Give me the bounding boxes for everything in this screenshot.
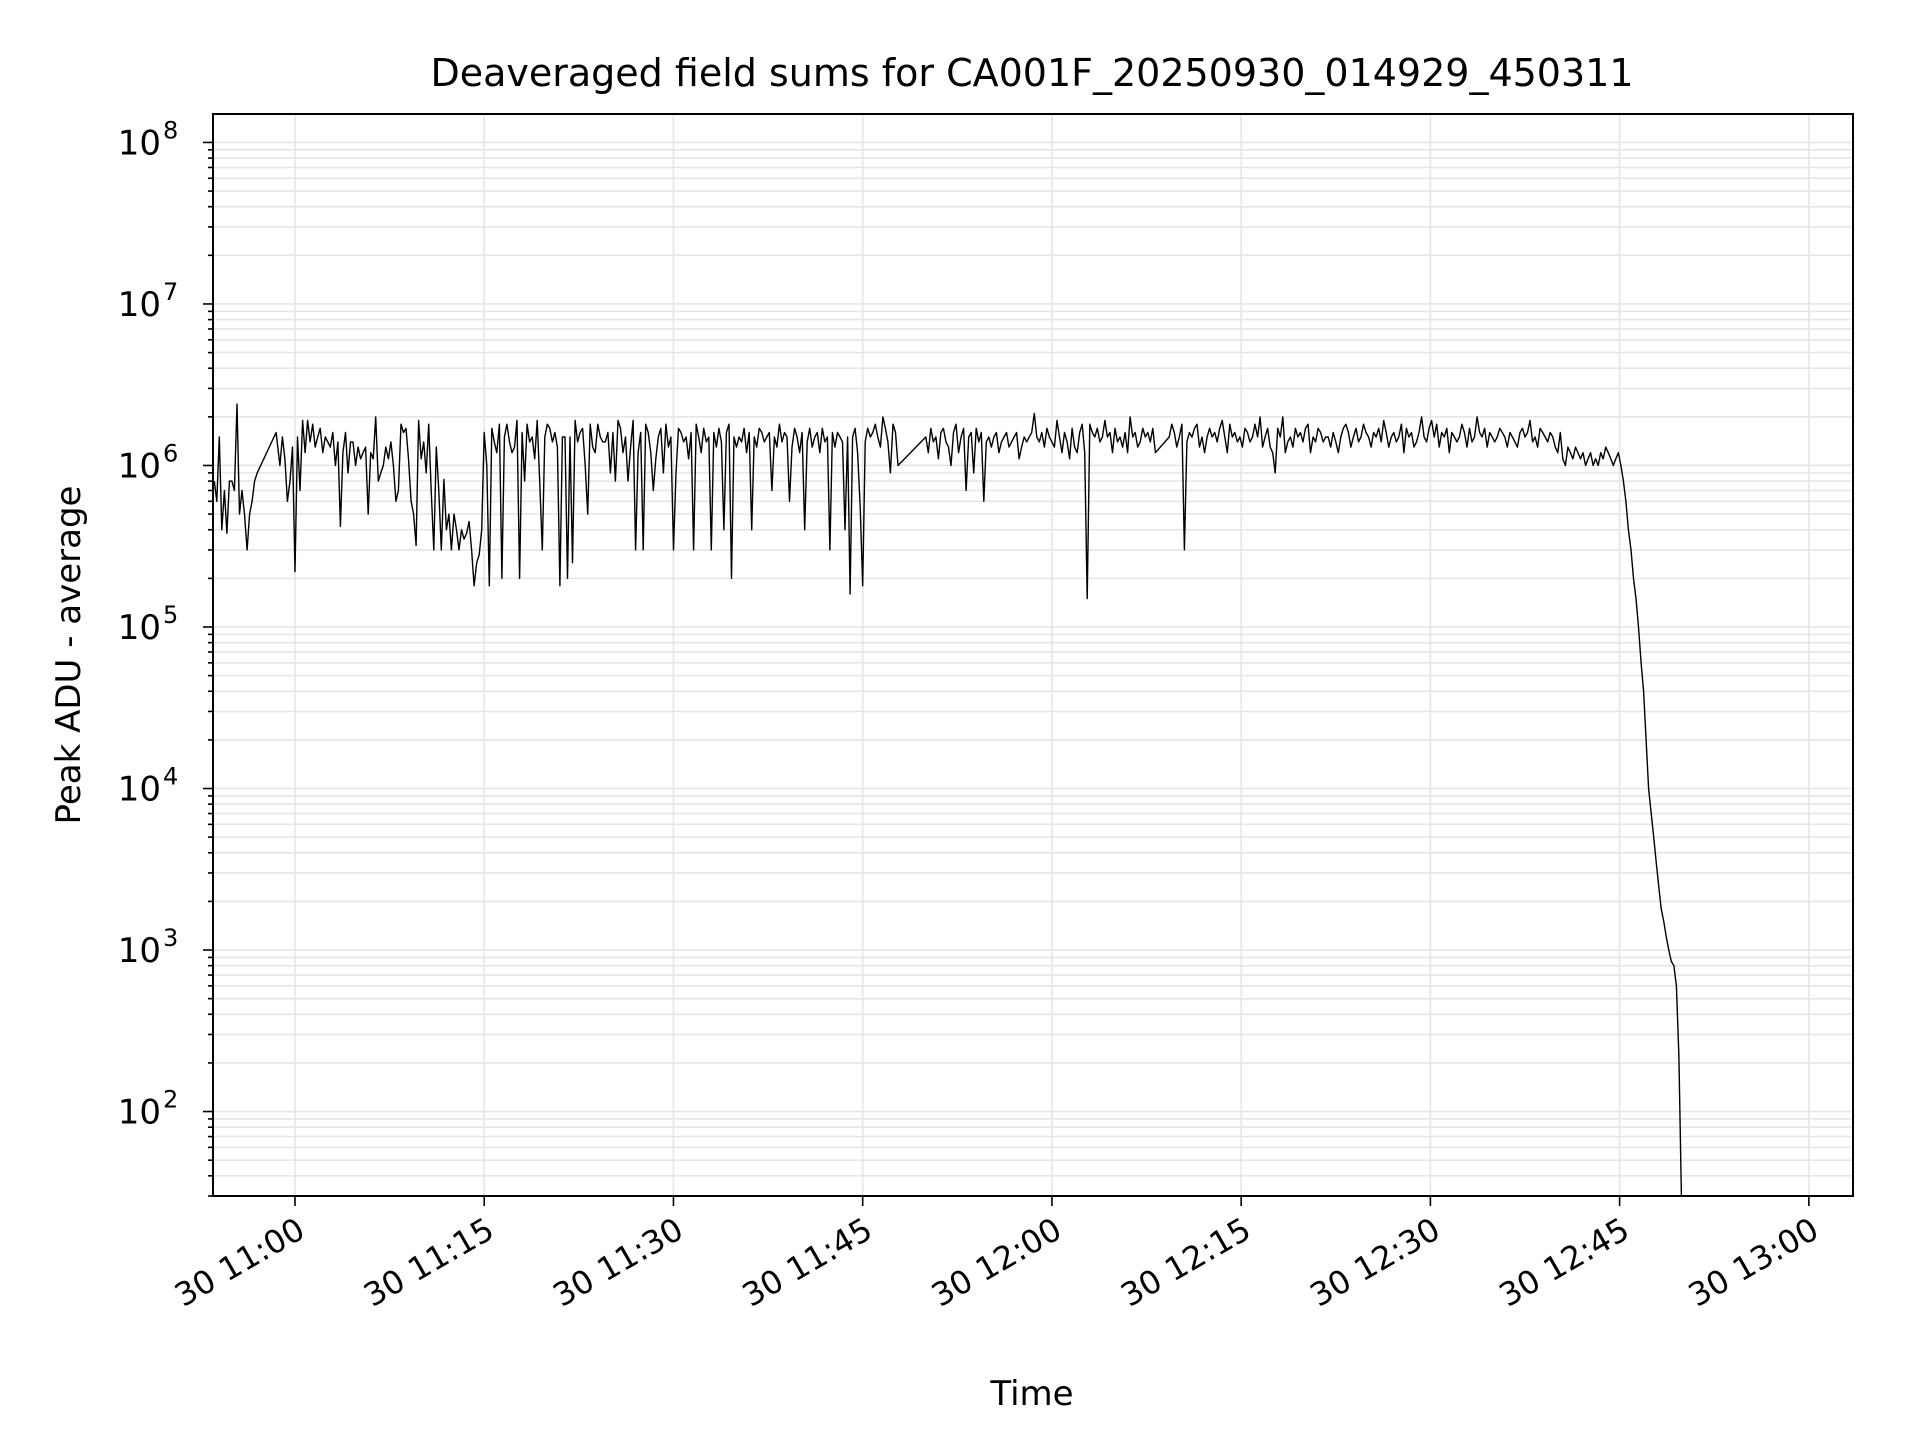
y-tick-label-exponent: 4 bbox=[163, 763, 178, 791]
y-tick-label-exponent: 2 bbox=[163, 1086, 178, 1114]
y-tick-label: 10 bbox=[118, 285, 161, 325]
y-axis-label: Peak ADU - average bbox=[49, 486, 89, 825]
y-tick-label: 10 bbox=[118, 770, 161, 810]
y-tick-label: 10 bbox=[118, 608, 161, 648]
y-tick-label: 10 bbox=[118, 931, 161, 971]
grid bbox=[213, 114, 1853, 1197]
y-tick-label-exponent: 5 bbox=[163, 601, 178, 629]
y-tick-label-exponent: 8 bbox=[163, 116, 178, 144]
y-tick-label: 10 bbox=[118, 1093, 161, 1133]
y-tick-label: 10 bbox=[118, 123, 161, 163]
series-line-peak-adu bbox=[213, 403, 1683, 1197]
y-tick-label: 10 bbox=[118, 446, 161, 486]
y-tick-label-exponent: 3 bbox=[163, 924, 178, 952]
chart-title: Deaveraged field sums for CA001F_2025093… bbox=[430, 51, 1633, 95]
y-tick-label-exponent: 6 bbox=[163, 439, 178, 467]
y-tick-label-exponent: 7 bbox=[163, 278, 178, 306]
plot-area-frame bbox=[212, 113, 1854, 1197]
x-axis-label: Time bbox=[989, 1374, 1073, 1414]
